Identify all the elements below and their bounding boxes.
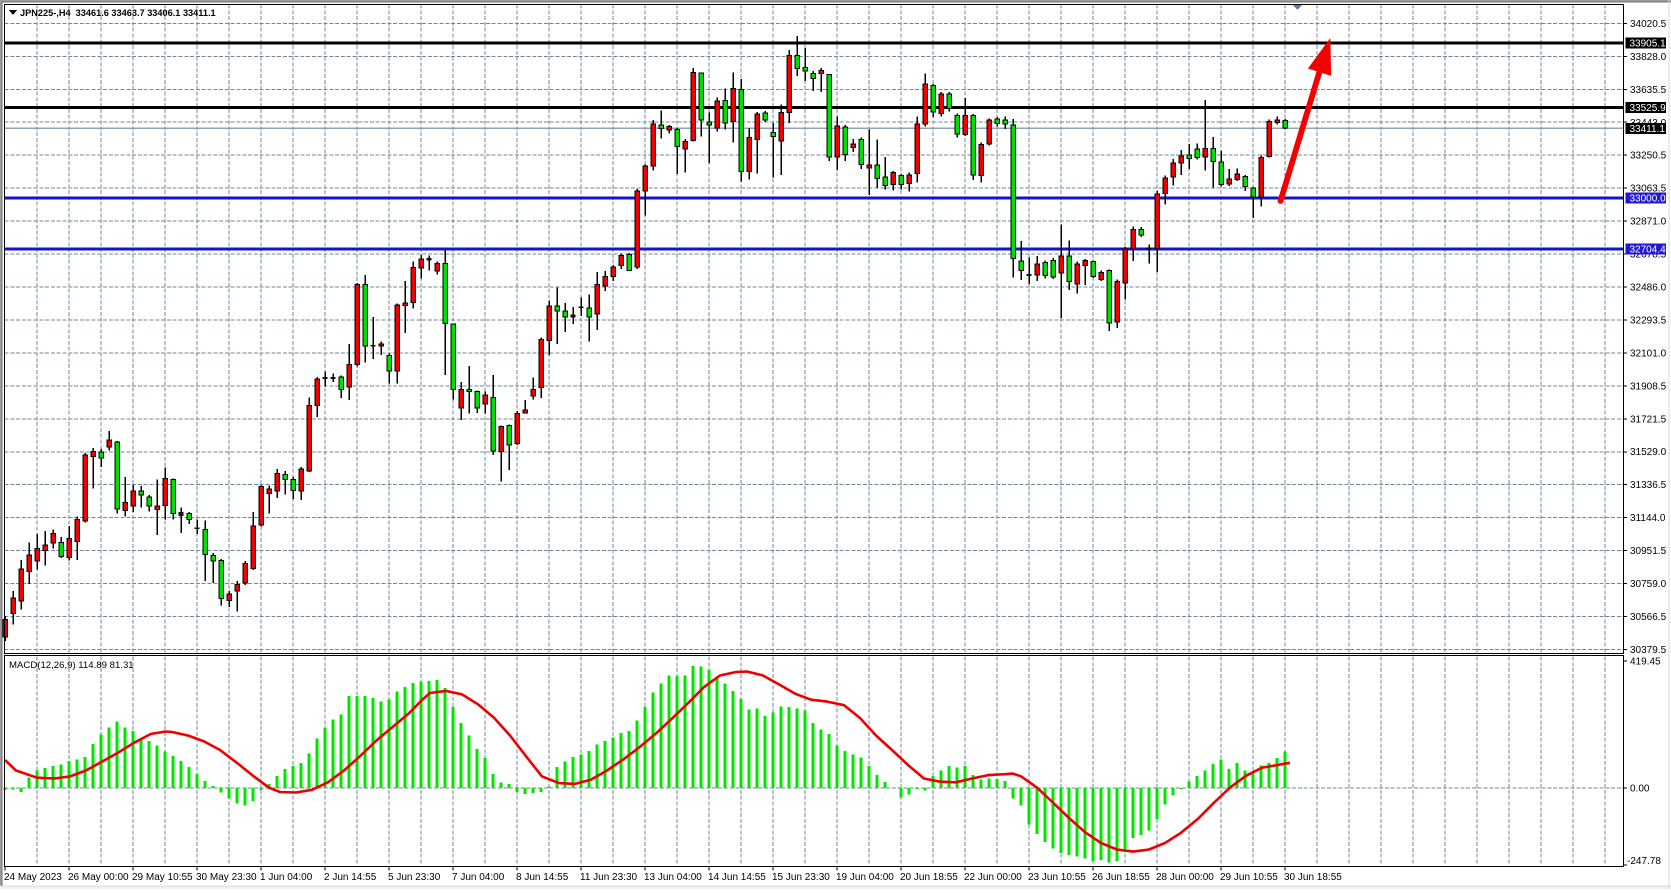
- svg-text:14 Jun 14:55: 14 Jun 14:55: [708, 872, 766, 883]
- svg-text:32704.4: 32704.4: [1630, 244, 1667, 255]
- svg-text:22 Jun 00:00: 22 Jun 00:00: [964, 872, 1022, 883]
- svg-text:31336.5: 31336.5: [1630, 480, 1667, 491]
- svg-text:30566.5: 30566.5: [1630, 612, 1667, 623]
- svg-text:JPN225-,H4 33461.6 33463.7 33: JPN225-,H4 33461.6 33463.7 33406.1 33411…: [20, 8, 216, 18]
- svg-text:29 May 10:55: 29 May 10:55: [132, 872, 193, 883]
- svg-text:MACD(12,26,9) 114.89 81.31: MACD(12,26,9) 114.89 81.31: [9, 660, 134, 671]
- svg-text:30759.0: 30759.0: [1630, 579, 1667, 590]
- svg-text:33063.5: 33063.5: [1630, 184, 1667, 195]
- svg-text:26 May 00:00: 26 May 00:00: [68, 872, 129, 883]
- svg-text:1 Jun 04:00: 1 Jun 04:00: [260, 872, 313, 883]
- svg-text:29 Jun 10:55: 29 Jun 10:55: [1220, 872, 1278, 883]
- svg-text:23 Jun 10:55: 23 Jun 10:55: [1028, 872, 1086, 883]
- svg-text:32678.5: 32678.5: [1630, 250, 1667, 261]
- svg-text:33525.9: 33525.9: [1630, 103, 1667, 114]
- svg-text:31908.5: 31908.5: [1630, 381, 1667, 392]
- svg-text:33635.5: 33635.5: [1630, 85, 1667, 96]
- svg-text:31529.0: 31529.0: [1630, 447, 1667, 458]
- svg-text:31144.0: 31144.0: [1630, 513, 1666, 524]
- svg-text:24 May 2023: 24 May 2023: [4, 872, 62, 883]
- svg-text:11 Jun 23:30: 11 Jun 23:30: [580, 872, 638, 883]
- svg-text:19 Jun 04:00: 19 Jun 04:00: [836, 872, 894, 883]
- svg-text:33000.0: 33000.0: [1630, 193, 1667, 204]
- svg-text:30 May 23:30: 30 May 23:30: [196, 872, 257, 883]
- svg-text:33411.1: 33411.1: [1630, 124, 1666, 135]
- svg-text:33905.1: 33905.1: [1630, 39, 1667, 50]
- svg-text:2 Jun 14:55: 2 Jun 14:55: [324, 872, 377, 883]
- svg-text:30379.5: 30379.5: [1630, 645, 1667, 656]
- svg-text:30951.5: 30951.5: [1630, 546, 1667, 557]
- svg-text:5 Jun 23:30: 5 Jun 23:30: [388, 872, 441, 883]
- svg-text:-247.78: -247.78: [1627, 856, 1661, 867]
- svg-text:13 Jun 04:00: 13 Jun 04:00: [644, 872, 702, 883]
- svg-text:33250.5: 33250.5: [1630, 151, 1667, 162]
- svg-text:20 Jun 18:55: 20 Jun 18:55: [900, 872, 958, 883]
- svg-text:34020.5: 34020.5: [1630, 19, 1667, 30]
- svg-text:32486.0: 32486.0: [1630, 283, 1667, 294]
- svg-text:7 Jun 04:00: 7 Jun 04:00: [452, 872, 505, 883]
- svg-text:26 Jun 18:55: 26 Jun 18:55: [1092, 872, 1150, 883]
- svg-text:419.45: 419.45: [1630, 657, 1661, 668]
- svg-text:32101.0: 32101.0: [1630, 348, 1667, 359]
- svg-text:31721.5: 31721.5: [1630, 414, 1667, 425]
- svg-text:32293.5: 32293.5: [1630, 315, 1667, 326]
- svg-text:28 Jun 00:00: 28 Jun 00:00: [1156, 872, 1214, 883]
- svg-text:0.00: 0.00: [1630, 784, 1650, 795]
- svg-text:32871.0: 32871.0: [1630, 217, 1667, 228]
- svg-text:30 Jun 18:55: 30 Jun 18:55: [1284, 872, 1342, 883]
- svg-text:33828.0: 33828.0: [1630, 52, 1667, 63]
- svg-text:8 Jun 14:55: 8 Jun 14:55: [516, 872, 569, 883]
- svg-text:15 Jun 23:30: 15 Jun 23:30: [772, 872, 830, 883]
